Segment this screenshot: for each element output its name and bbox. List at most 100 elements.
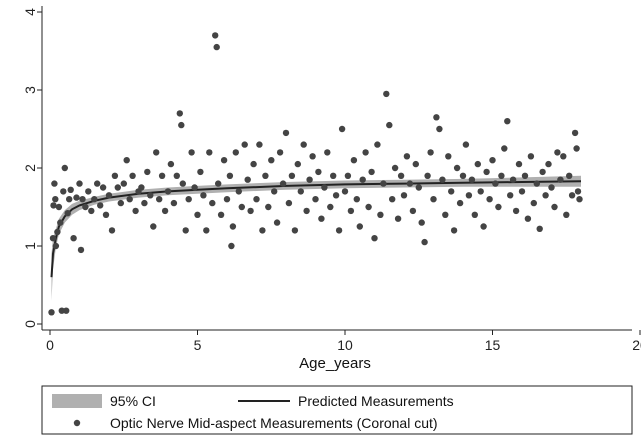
data-point bbox=[321, 184, 328, 191]
data-point bbox=[200, 192, 207, 199]
data-point bbox=[560, 153, 567, 160]
data-point bbox=[213, 43, 220, 51]
data-point bbox=[176, 110, 183, 117]
data-point bbox=[383, 90, 390, 98]
y-tick-label: 1 bbox=[22, 242, 38, 250]
data-point bbox=[412, 160, 419, 168]
data-point bbox=[126, 196, 133, 203]
data-point bbox=[563, 211, 570, 218]
data-point bbox=[61, 164, 68, 172]
data-point bbox=[518, 188, 526, 195]
data-point bbox=[51, 180, 58, 187]
data-point bbox=[306, 176, 313, 183]
data-point bbox=[486, 196, 493, 203]
data-point bbox=[442, 211, 449, 218]
data-point bbox=[397, 172, 405, 179]
data-point bbox=[330, 172, 337, 179]
data-point bbox=[73, 194, 80, 201]
data-point bbox=[120, 180, 128, 187]
data-point bbox=[504, 118, 511, 125]
data-point bbox=[94, 180, 101, 187]
data-point bbox=[459, 172, 467, 179]
x-tick-label: 15 bbox=[485, 337, 501, 353]
data-point bbox=[55, 203, 63, 211]
data-point bbox=[527, 153, 535, 160]
data-point bbox=[439, 176, 446, 183]
data-point bbox=[67, 186, 74, 193]
data-point bbox=[156, 196, 163, 203]
data-point bbox=[282, 129, 290, 137]
data-point bbox=[359, 176, 366, 183]
data-point bbox=[76, 180, 83, 187]
data-point bbox=[99, 184, 107, 191]
data-point bbox=[232, 149, 239, 156]
data-point bbox=[285, 199, 293, 207]
data-point bbox=[108, 227, 116, 234]
data-point bbox=[268, 157, 275, 164]
data-point bbox=[576, 196, 583, 203]
data-point bbox=[394, 215, 402, 222]
data-point bbox=[114, 184, 122, 191]
y-tick-label: 3 bbox=[22, 86, 38, 94]
data-point bbox=[300, 141, 307, 148]
data-point bbox=[52, 242, 60, 250]
y-tick-label: 2 bbox=[22, 164, 38, 172]
data-point bbox=[468, 176, 476, 183]
data-point bbox=[48, 309, 55, 316]
data-point bbox=[391, 164, 399, 172]
data-point bbox=[406, 180, 414, 187]
data-point bbox=[530, 199, 537, 207]
data-point bbox=[164, 188, 172, 195]
data-point bbox=[276, 149, 284, 156]
data-point bbox=[259, 227, 266, 234]
data-point bbox=[471, 211, 478, 218]
data-point bbox=[262, 172, 269, 179]
data-point bbox=[253, 196, 260, 203]
data-point bbox=[247, 207, 254, 215]
data-point bbox=[111, 172, 119, 179]
data-point bbox=[571, 129, 579, 137]
x-axis-title: Age_years bbox=[299, 355, 371, 372]
data-point bbox=[62, 307, 70, 314]
data-point bbox=[273, 219, 281, 226]
data-point bbox=[424, 172, 431, 179]
data-point bbox=[60, 188, 67, 195]
data-point bbox=[400, 192, 408, 199]
data-point bbox=[50, 202, 57, 209]
data-point bbox=[228, 242, 235, 250]
data-point bbox=[347, 207, 355, 215]
data-point bbox=[539, 168, 546, 176]
data-point bbox=[474, 160, 481, 168]
data-point bbox=[495, 203, 502, 211]
data-point bbox=[515, 160, 523, 168]
data-point bbox=[430, 196, 437, 203]
data-point bbox=[153, 149, 160, 156]
data-point bbox=[241, 141, 248, 148]
data-point bbox=[480, 223, 487, 230]
data-point bbox=[356, 223, 363, 230]
data-point bbox=[57, 219, 64, 226]
data-point bbox=[498, 172, 505, 179]
data-point bbox=[117, 199, 125, 207]
data-point bbox=[185, 196, 192, 203]
data-point bbox=[548, 184, 555, 191]
data-point bbox=[77, 246, 85, 254]
data-point bbox=[54, 228, 61, 236]
data-point bbox=[380, 180, 387, 187]
data-point bbox=[105, 192, 113, 199]
data-point bbox=[545, 160, 552, 168]
data-point bbox=[489, 157, 496, 164]
data-point bbox=[551, 203, 558, 211]
data-point bbox=[566, 172, 573, 179]
data-point bbox=[215, 180, 222, 187]
data-point bbox=[335, 227, 343, 234]
data-point bbox=[206, 149, 213, 156]
data-point bbox=[49, 235, 57, 242]
data-point bbox=[235, 188, 242, 195]
data-point bbox=[309, 153, 316, 160]
data-point bbox=[327, 203, 334, 211]
data-point bbox=[91, 196, 98, 203]
data-point bbox=[312, 196, 319, 203]
data-point bbox=[433, 114, 440, 121]
